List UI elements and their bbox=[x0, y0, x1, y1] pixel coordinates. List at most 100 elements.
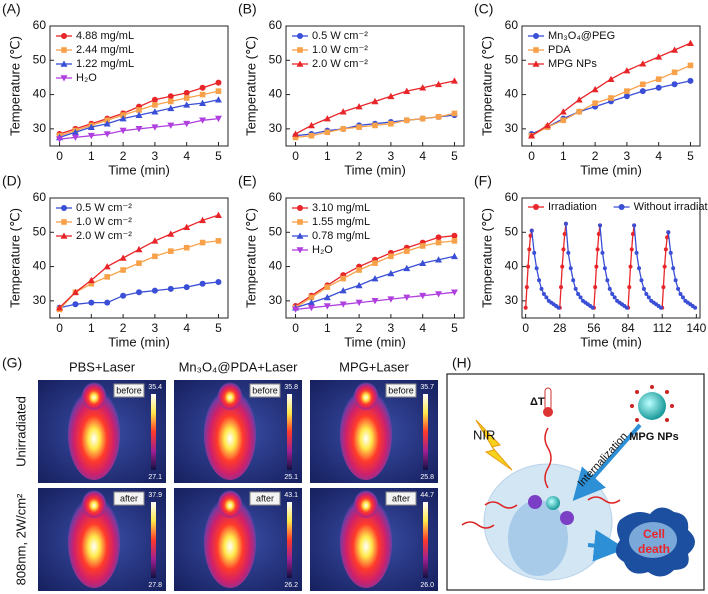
marker bbox=[658, 305, 663, 310]
legend-marker bbox=[296, 60, 304, 67]
marker bbox=[183, 95, 190, 101]
marker bbox=[655, 53, 663, 60]
marker bbox=[419, 259, 427, 266]
column-header: PBS+Laser bbox=[69, 359, 136, 374]
x-axis-label: Time (min) bbox=[108, 162, 170, 177]
marker bbox=[693, 305, 698, 310]
marker bbox=[183, 101, 191, 108]
marker bbox=[639, 278, 644, 283]
marker bbox=[151, 124, 159, 131]
marker bbox=[665, 235, 670, 240]
legend-label: 1.55 mg/mL bbox=[312, 216, 370, 228]
marker bbox=[534, 266, 539, 271]
marker bbox=[183, 120, 191, 128]
heat-wave bbox=[484, 501, 518, 509]
marker bbox=[167, 248, 174, 254]
x-tick-label: 2 bbox=[356, 149, 363, 163]
marker bbox=[355, 281, 363, 289]
marker bbox=[199, 91, 206, 98]
dead-nucleus bbox=[629, 522, 677, 558]
marker bbox=[451, 110, 458, 117]
marker bbox=[593, 285, 598, 290]
legend-label: 1.0 W cm⁻² bbox=[76, 216, 132, 228]
marker bbox=[556, 305, 561, 310]
scale-min: 27.8 bbox=[148, 582, 162, 589]
marker bbox=[450, 289, 458, 296]
marker bbox=[103, 120, 111, 127]
x-tick-label: 4 bbox=[183, 149, 190, 163]
marker bbox=[623, 67, 631, 74]
x-tick-label: 2 bbox=[592, 149, 599, 163]
marker bbox=[627, 285, 632, 290]
marker bbox=[355, 299, 363, 307]
legend-marker bbox=[618, 204, 625, 210]
marker bbox=[199, 99, 207, 106]
y-tick-label: 30 bbox=[505, 293, 519, 307]
marker bbox=[292, 306, 300, 313]
marker bbox=[590, 305, 595, 310]
marker bbox=[435, 239, 442, 246]
marker bbox=[663, 247, 668, 252]
particle bbox=[546, 496, 560, 510]
marker bbox=[578, 295, 583, 300]
panel-label: (H) bbox=[452, 355, 471, 371]
marker bbox=[119, 115, 127, 122]
lightning bbox=[475, 419, 513, 471]
cell-death-label: death bbox=[638, 542, 670, 556]
legend-marker bbox=[61, 219, 67, 225]
marker bbox=[56, 304, 64, 311]
x-tick-label: 4 bbox=[419, 321, 426, 335]
marker bbox=[451, 232, 458, 239]
y-axis-label: Temperature (℃) bbox=[243, 36, 258, 136]
marker bbox=[559, 285, 564, 290]
marker bbox=[151, 96, 158, 103]
diagram-frame bbox=[446, 373, 705, 591]
legend-marker bbox=[60, 75, 68, 82]
legend-marker bbox=[60, 60, 68, 67]
x-tick-label: 1 bbox=[324, 321, 331, 335]
row-label: 808nm, 2W/cm² bbox=[13, 493, 28, 585]
x-tick-label: 3 bbox=[152, 149, 159, 163]
hot-head bbox=[218, 382, 242, 410]
marker bbox=[135, 126, 143, 133]
x-tick-label: 0 bbox=[56, 149, 63, 163]
x-tick-label: 84 bbox=[621, 321, 635, 335]
marker bbox=[576, 292, 581, 296]
panel-label: (F) bbox=[474, 173, 492, 189]
marker bbox=[307, 304, 315, 312]
marker bbox=[71, 134, 79, 141]
marker bbox=[340, 126, 347, 132]
x-tick-label: 0 bbox=[292, 321, 299, 335]
nanoparticle bbox=[638, 392, 666, 420]
marker bbox=[104, 274, 111, 280]
marker bbox=[678, 292, 683, 296]
marker bbox=[151, 237, 159, 244]
x-tick-label: 4 bbox=[655, 149, 662, 163]
legend-marker bbox=[533, 204, 539, 210]
x-tick-label: 0 bbox=[292, 149, 299, 163]
heat-wave bbox=[461, 521, 495, 529]
marker bbox=[371, 97, 379, 105]
marker bbox=[372, 260, 378, 266]
marker bbox=[435, 114, 442, 120]
x-tick-label: 5 bbox=[215, 321, 222, 335]
marker bbox=[523, 305, 528, 310]
marker bbox=[560, 117, 567, 124]
marker bbox=[661, 285, 666, 290]
legend-label: MPG NPs bbox=[548, 58, 597, 70]
legend-label: 0.78 mg/mL bbox=[312, 230, 370, 242]
heat-wave bbox=[544, 427, 552, 489]
plot-frame bbox=[285, 25, 465, 147]
marker bbox=[655, 84, 662, 91]
scale-min: 26.0 bbox=[420, 582, 434, 589]
legend-label: Irradiation bbox=[548, 201, 597, 213]
marker bbox=[214, 115, 222, 123]
plot-frame bbox=[521, 197, 701, 319]
thermometer bbox=[544, 387, 552, 411]
marker bbox=[526, 264, 531, 269]
y-axis-label: Temperature (℃) bbox=[7, 208, 22, 308]
marker bbox=[529, 228, 534, 233]
marker bbox=[387, 296, 395, 303]
marker bbox=[666, 230, 671, 235]
